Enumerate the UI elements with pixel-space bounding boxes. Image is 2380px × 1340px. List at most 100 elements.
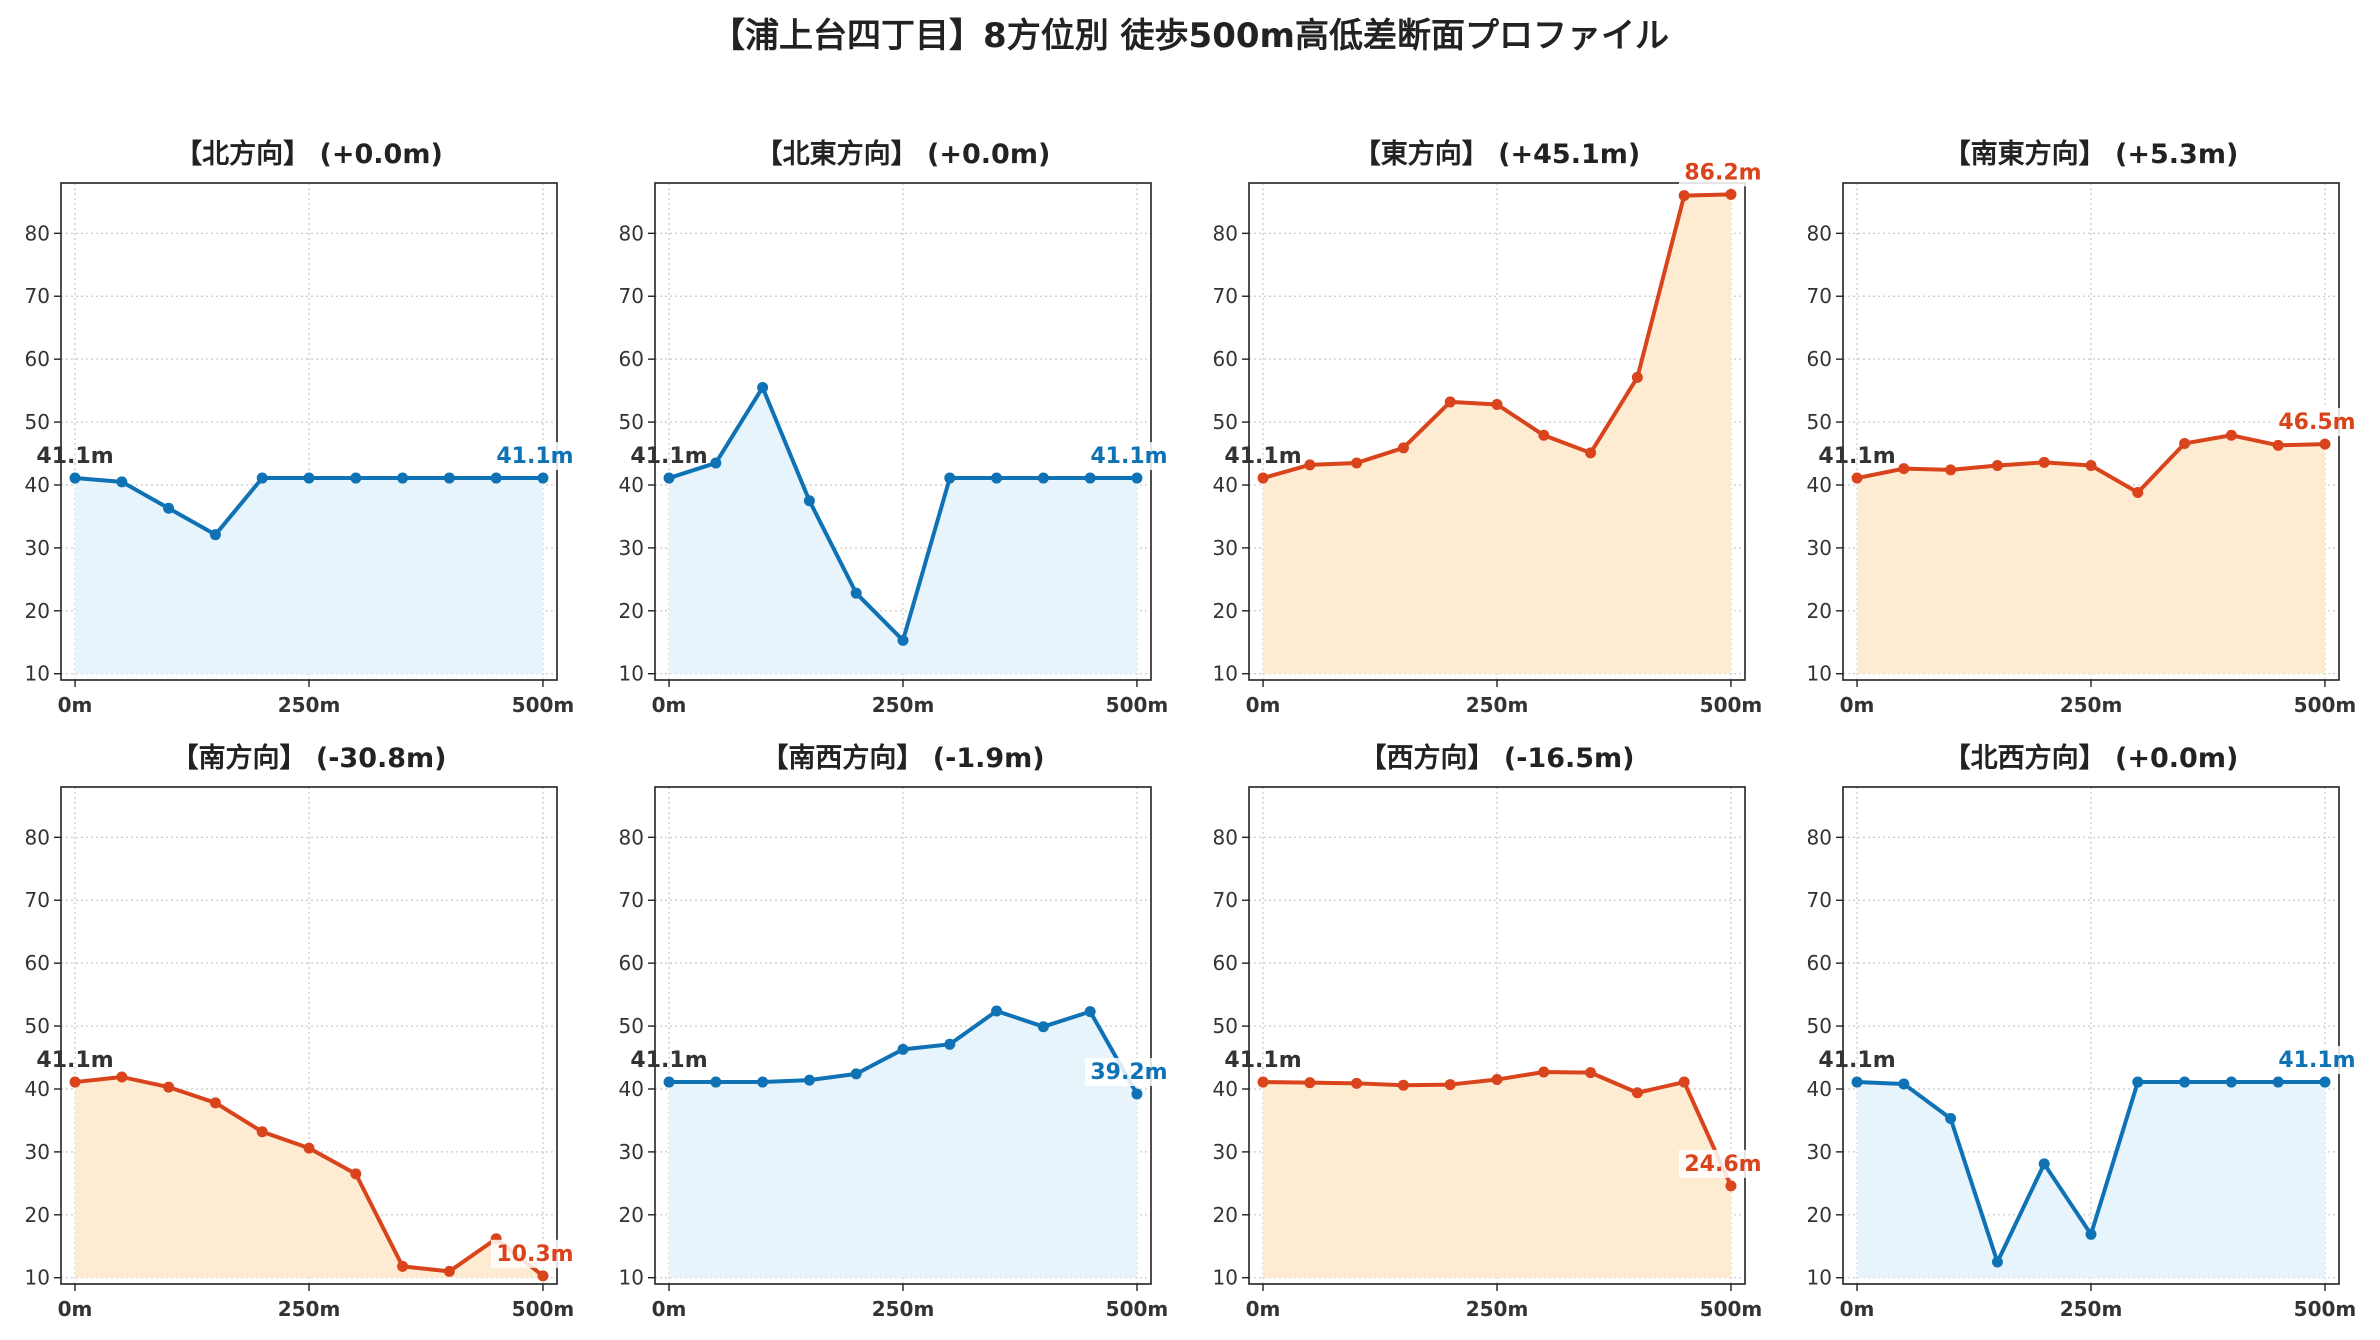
y-tick-label: 10 [619, 662, 644, 686]
end-elevation-label: 41.1m [496, 444, 573, 469]
data-point [803, 1074, 815, 1086]
data-point [490, 472, 502, 484]
data-point [209, 529, 221, 541]
data-point [537, 1270, 549, 1282]
y-tick-label: 80 [619, 825, 644, 849]
panel-title: 【北西方向】 (+0.0m) [1944, 742, 2239, 774]
data-point [69, 1076, 81, 1088]
panel-title: 【南東方向】 (+5.3m) [1944, 138, 2239, 170]
data-point [991, 1005, 1003, 1017]
data-point [1491, 1074, 1503, 1086]
x-tick-label: 500m [1700, 693, 1763, 717]
x-tick-label: 250m [1466, 693, 1529, 717]
y-tick-label: 40 [1213, 1077, 1238, 1101]
y-tick-label: 10 [1807, 662, 1832, 686]
data-point [2038, 1158, 2050, 1170]
data-point [1851, 1076, 1863, 1088]
x-tick-label: 0m [652, 693, 687, 717]
y-tick-label: 70 [25, 284, 50, 308]
x-tick-label: 500m [512, 693, 575, 717]
data-point [850, 587, 862, 599]
end-label-bg [1678, 1149, 1767, 1178]
data-point [1538, 429, 1550, 441]
data-point [757, 1076, 769, 1088]
panel-title: 【南方向】 (-30.8m) [171, 742, 446, 774]
y-tick-label: 20 [25, 599, 50, 623]
data-point [163, 502, 175, 514]
y-tick-label: 20 [619, 1203, 644, 1227]
y-tick-label: 70 [1807, 284, 1832, 308]
data-point [256, 1126, 268, 1138]
data-point [1257, 1076, 1269, 1088]
start-elevation-label: 41.1m [36, 1048, 113, 1073]
data-point [991, 472, 1003, 484]
data-point [1257, 472, 1269, 484]
data-point [163, 1081, 175, 1093]
data-point [443, 472, 455, 484]
y-tick-label: 10 [619, 1266, 644, 1290]
data-point [1037, 1021, 1049, 1033]
profile-area [1263, 1071, 1731, 1278]
y-tick-label: 30 [619, 1140, 644, 1164]
data-point [1351, 457, 1363, 469]
data-point [944, 1038, 956, 1050]
y-tick-label: 80 [1807, 221, 1832, 245]
y-tick-label: 60 [619, 347, 644, 371]
chart-panel: 【南東方向】 (+5.3m) 10 20 30 40 50 60 70 80 0m 250m 500m… [1807, 138, 2361, 717]
data-point [1945, 1113, 1957, 1125]
panel-title: 【南西方向】 (-1.9m) [761, 742, 1044, 774]
end-elevation-label: 10.3m [496, 1242, 573, 1267]
y-tick-label: 50 [1213, 1014, 1238, 1038]
chart-panel: 【南方向】 (-30.8m) 10 20 30 40 50 60 70 80 0m 250m 500m… [25, 742, 579, 1321]
data-point [2132, 1076, 2144, 1088]
x-tick-label: 0m [1840, 693, 1875, 717]
data-point [803, 495, 815, 507]
data-point [1631, 1087, 1643, 1099]
end-label-bg [1084, 442, 1173, 471]
x-tick-label: 250m [2060, 693, 2123, 717]
data-point [1304, 1077, 1316, 1089]
panel-title: 【北東方向】 (+0.0m) [756, 138, 1051, 170]
end-label-bg [1084, 1058, 1173, 1087]
data-point [1851, 472, 1863, 484]
data-point [1585, 447, 1597, 459]
x-tick-label: 0m [1246, 1297, 1281, 1321]
y-tick-label: 50 [25, 410, 50, 434]
data-point [897, 634, 909, 646]
y-tick-label: 40 [1807, 473, 1832, 497]
profile-area [1857, 1082, 2325, 1278]
data-point [1725, 188, 1737, 200]
data-point [2272, 1076, 2284, 1088]
end-elevation-label: 46.5m [2278, 410, 2355, 435]
end-label-bg [490, 442, 579, 471]
data-point [1898, 463, 1910, 475]
y-tick-label: 10 [1213, 1266, 1238, 1290]
profile-area [1857, 435, 2325, 674]
y-tick-label: 20 [25, 1203, 50, 1227]
y-tick-label: 20 [1213, 599, 1238, 623]
data-point [2085, 459, 2097, 471]
data-point [1131, 1088, 1143, 1100]
y-tick-label: 80 [25, 221, 50, 245]
y-tick-label: 40 [1213, 473, 1238, 497]
data-point [303, 472, 315, 484]
data-point [1991, 459, 2003, 471]
data-point [2132, 487, 2144, 499]
data-point [1631, 371, 1643, 383]
data-point [397, 1260, 409, 1272]
data-point [1444, 396, 1456, 408]
y-tick-label: 80 [619, 221, 644, 245]
data-point [1037, 472, 1049, 484]
data-point [1678, 190, 1690, 202]
data-point [303, 1142, 315, 1154]
data-point [1585, 1067, 1597, 1079]
end-elevation-label: 41.1m [2278, 1048, 2355, 1073]
data-point [1397, 1079, 1409, 1091]
data-point [663, 472, 675, 484]
data-point [116, 476, 128, 488]
data-point [663, 1076, 675, 1088]
panel-title: 【北方向】 (+0.0m) [175, 138, 443, 170]
end-label-bg [1678, 158, 1767, 187]
data-point [1725, 1180, 1737, 1192]
data-point [1945, 464, 1957, 476]
